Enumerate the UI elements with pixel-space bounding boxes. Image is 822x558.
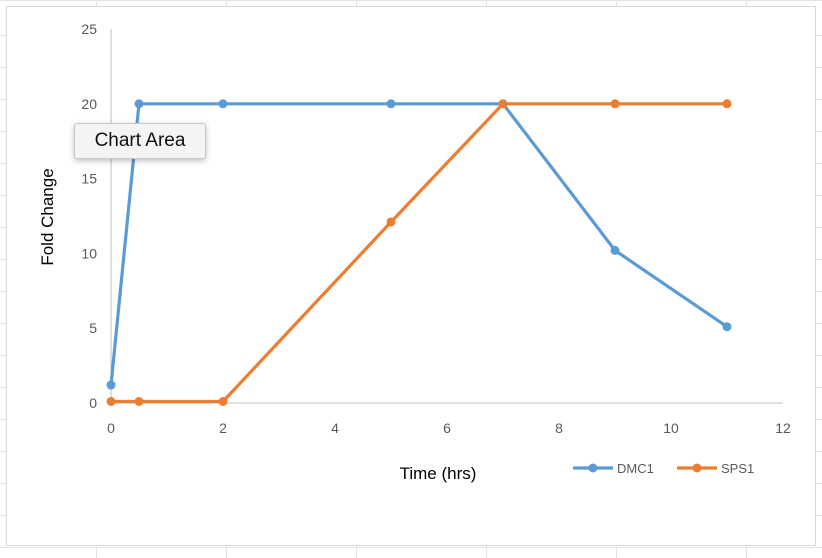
data-point-sps1[interactable] <box>722 99 732 109</box>
chart-area[interactable]: Time (hrs) Fold Change 0 5 10 15 20 25 0 2 4 6 8 10… <box>6 6 816 546</box>
x-axis-title: Time (hrs) <box>400 464 477 483</box>
legend-marker-sps1 <box>692 463 702 473</box>
data-point-sps1[interactable] <box>106 397 116 407</box>
x-tick-label: 6 <box>443 420 451 436</box>
x-tick-label: 4 <box>331 420 339 436</box>
y-tick-label: 5 <box>89 320 97 336</box>
y-tick-label: 25 <box>81 21 97 37</box>
legend-marker-dmc1 <box>588 463 598 473</box>
data-point-dmc1[interactable] <box>218 99 228 109</box>
x-tick-label: 8 <box>555 420 563 436</box>
y-axis-title: Fold Change <box>38 168 57 265</box>
x-tick-label: 2 <box>219 420 227 436</box>
y-tick-label: 20 <box>81 96 97 112</box>
data-point-dmc1[interactable] <box>722 322 732 332</box>
data-point-sps1[interactable] <box>610 99 620 109</box>
data-point-dmc1[interactable] <box>386 99 396 109</box>
data-point-sps1[interactable] <box>386 217 396 227</box>
y-tick-label: 15 <box>81 171 97 187</box>
line-chart: Time (hrs) Fold Change 0 5 10 15 20 25 0 2 4 6 8 10… <box>38 21 791 483</box>
chart-area-tooltip: Chart Area <box>74 123 206 159</box>
data-point-dmc1[interactable] <box>106 380 116 390</box>
x-tick-label: 0 <box>107 420 115 436</box>
data-point-sps1[interactable] <box>498 99 508 109</box>
data-point-dmc1[interactable] <box>134 99 144 109</box>
x-tick-label: 10 <box>663 420 679 436</box>
data-point-sps1[interactable] <box>218 397 228 407</box>
legend[interactable]: DMC1 SPS1 <box>573 461 754 476</box>
data-point-sps1[interactable] <box>134 397 144 407</box>
data-point-dmc1[interactable] <box>610 245 620 255</box>
y-tick-label: 0 <box>89 395 97 411</box>
x-tick-label: 12 <box>775 420 791 436</box>
legend-label-sps1: SPS1 <box>721 461 754 476</box>
legend-label-dmc1: DMC1 <box>617 461 654 476</box>
y-tick-label: 10 <box>81 245 97 261</box>
